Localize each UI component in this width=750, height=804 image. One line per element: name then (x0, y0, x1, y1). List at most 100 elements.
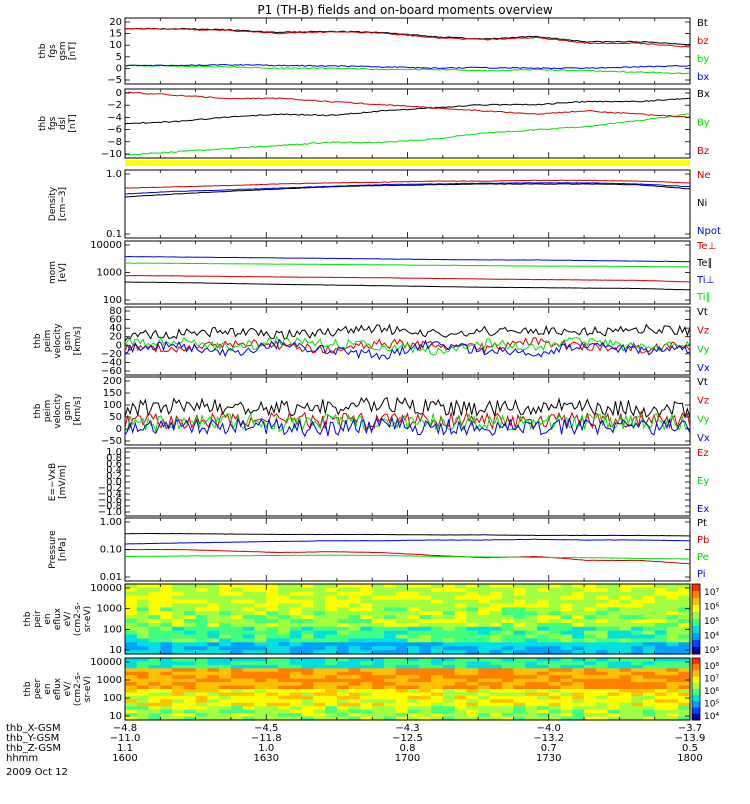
spectrogram-cell (219, 642, 232, 647)
spectrogram-cell (407, 713, 420, 718)
spectrogram-cell (619, 695, 632, 700)
spectrogram-cell (266, 664, 279, 669)
spectrogram-cell (266, 661, 279, 666)
spectrogram-cell (207, 685, 220, 690)
spectrogram-cell (678, 619, 691, 624)
spectrogram-cell (607, 668, 620, 673)
spectrogram-cell (654, 619, 668, 624)
spectrogram-cell (372, 650, 385, 655)
spectrogram-cell (525, 626, 538, 632)
y-axis-label: E=−VxB [mV/m] (48, 463, 68, 501)
panel-frame (124, 88, 691, 159)
colorbar-segment (692, 692, 700, 696)
spectrogram-cell (148, 713, 161, 718)
spectrogram-cell (678, 622, 691, 628)
y-tick-label: 10 (109, 645, 122, 656)
mode-bar (125, 160, 690, 166)
spectrogram-cell (278, 671, 291, 676)
spectrogram-cell (454, 668, 467, 673)
spectrogram-cell (619, 650, 632, 655)
spectrogram-cell (642, 619, 656, 624)
spectrogram-cell (584, 692, 597, 697)
spectrogram-cell (501, 584, 515, 589)
spectrogram-cell (442, 675, 456, 680)
spectrogram-cell (266, 615, 279, 620)
spectrogram-cell (478, 682, 491, 687)
spectrogram-cell (136, 638, 150, 643)
spectrogram-cell (442, 591, 456, 597)
spectrogram-cell (242, 607, 256, 612)
spectrogram-cell (383, 664, 397, 669)
spectrogram-cell (442, 584, 456, 589)
spectrogram-cell (301, 661, 314, 666)
spectrogram-cell (336, 716, 350, 721)
y-label-line: fgs (48, 116, 58, 130)
spectrogram-cell (607, 699, 620, 704)
spectrogram-cell (160, 587, 173, 593)
spectrogram-cell (254, 650, 267, 655)
spectrogram-cell (642, 615, 656, 620)
spectrogram-cell (407, 706, 420, 711)
spectrogram-cell (242, 685, 256, 690)
spectrogram-cell (631, 622, 644, 628)
spectrogram-cell (336, 713, 350, 718)
spectrogram-cell (172, 716, 185, 721)
spectrogram-cell (207, 661, 220, 666)
spectrogram-cell (501, 587, 515, 593)
spectrogram-cell (513, 668, 526, 673)
spectrogram-cell (584, 599, 597, 605)
spectrogram-cell (254, 634, 267, 640)
spectrogram-cell (489, 638, 503, 643)
spectrogram-cell (548, 603, 562, 608)
spectrogram-cell (348, 685, 362, 690)
spectrogram-cell (525, 706, 538, 711)
spectrogram-cell (372, 675, 385, 680)
spectrogram-cell (642, 611, 656, 616)
spectrogram-cell (136, 650, 150, 655)
spectrogram-cell (525, 584, 538, 589)
spectrogram-cell (548, 713, 562, 718)
spectrogram-cell (336, 646, 350, 651)
spectrogram-cell (466, 661, 479, 666)
spectrogram-cell (513, 709, 526, 714)
spectrogram-cell (584, 638, 597, 643)
colorbar-tick-label: 10⁵ (704, 617, 719, 627)
spectrogram-cell (336, 706, 350, 711)
y-label-line: [mV/m] (58, 465, 68, 499)
spectrogram-cell (654, 587, 668, 593)
spectrogram-cell (572, 646, 585, 651)
spectrogram-cell (631, 692, 644, 697)
spectrogram-cell (419, 706, 432, 711)
spectrogram-cell (419, 709, 432, 714)
spectrogram-cell (619, 716, 632, 721)
spectrogram-cell (395, 603, 409, 608)
spectrogram-cell (372, 595, 385, 601)
y-tick-label: −0.4 (98, 489, 122, 500)
spectrogram-cell (454, 689, 467, 694)
spectrogram-cell (136, 706, 150, 711)
spectrogram-cell (431, 650, 444, 655)
x-axis-value: 0.7 (541, 743, 557, 754)
spectrogram-cell (278, 619, 291, 624)
spectrogram-cell (219, 646, 232, 651)
spectrogram-cell (372, 706, 385, 711)
spectrogram-cell (654, 622, 668, 628)
spectrogram-cell (195, 709, 208, 714)
spectrogram-cell (313, 607, 326, 612)
spectrogram-cell (666, 642, 679, 647)
spectrogram-cell (372, 599, 385, 605)
spectrogram-cell (454, 682, 467, 687)
spectrogram-cell (360, 716, 373, 721)
spectrogram-cell (631, 595, 644, 601)
spectrogram-cell (489, 716, 503, 721)
spectrogram-cell (513, 675, 526, 680)
spectrogram-cell (584, 603, 597, 608)
spectrogram-cell (536, 702, 550, 707)
spectrogram-cell (560, 599, 573, 605)
spectrogram-cell (407, 607, 420, 612)
spectrogram-cell (513, 638, 526, 643)
spectrogram-cell (678, 668, 691, 673)
spectrogram-cell (395, 695, 409, 700)
spectrogram-cell (183, 689, 197, 694)
spectrogram-cell (289, 599, 303, 605)
